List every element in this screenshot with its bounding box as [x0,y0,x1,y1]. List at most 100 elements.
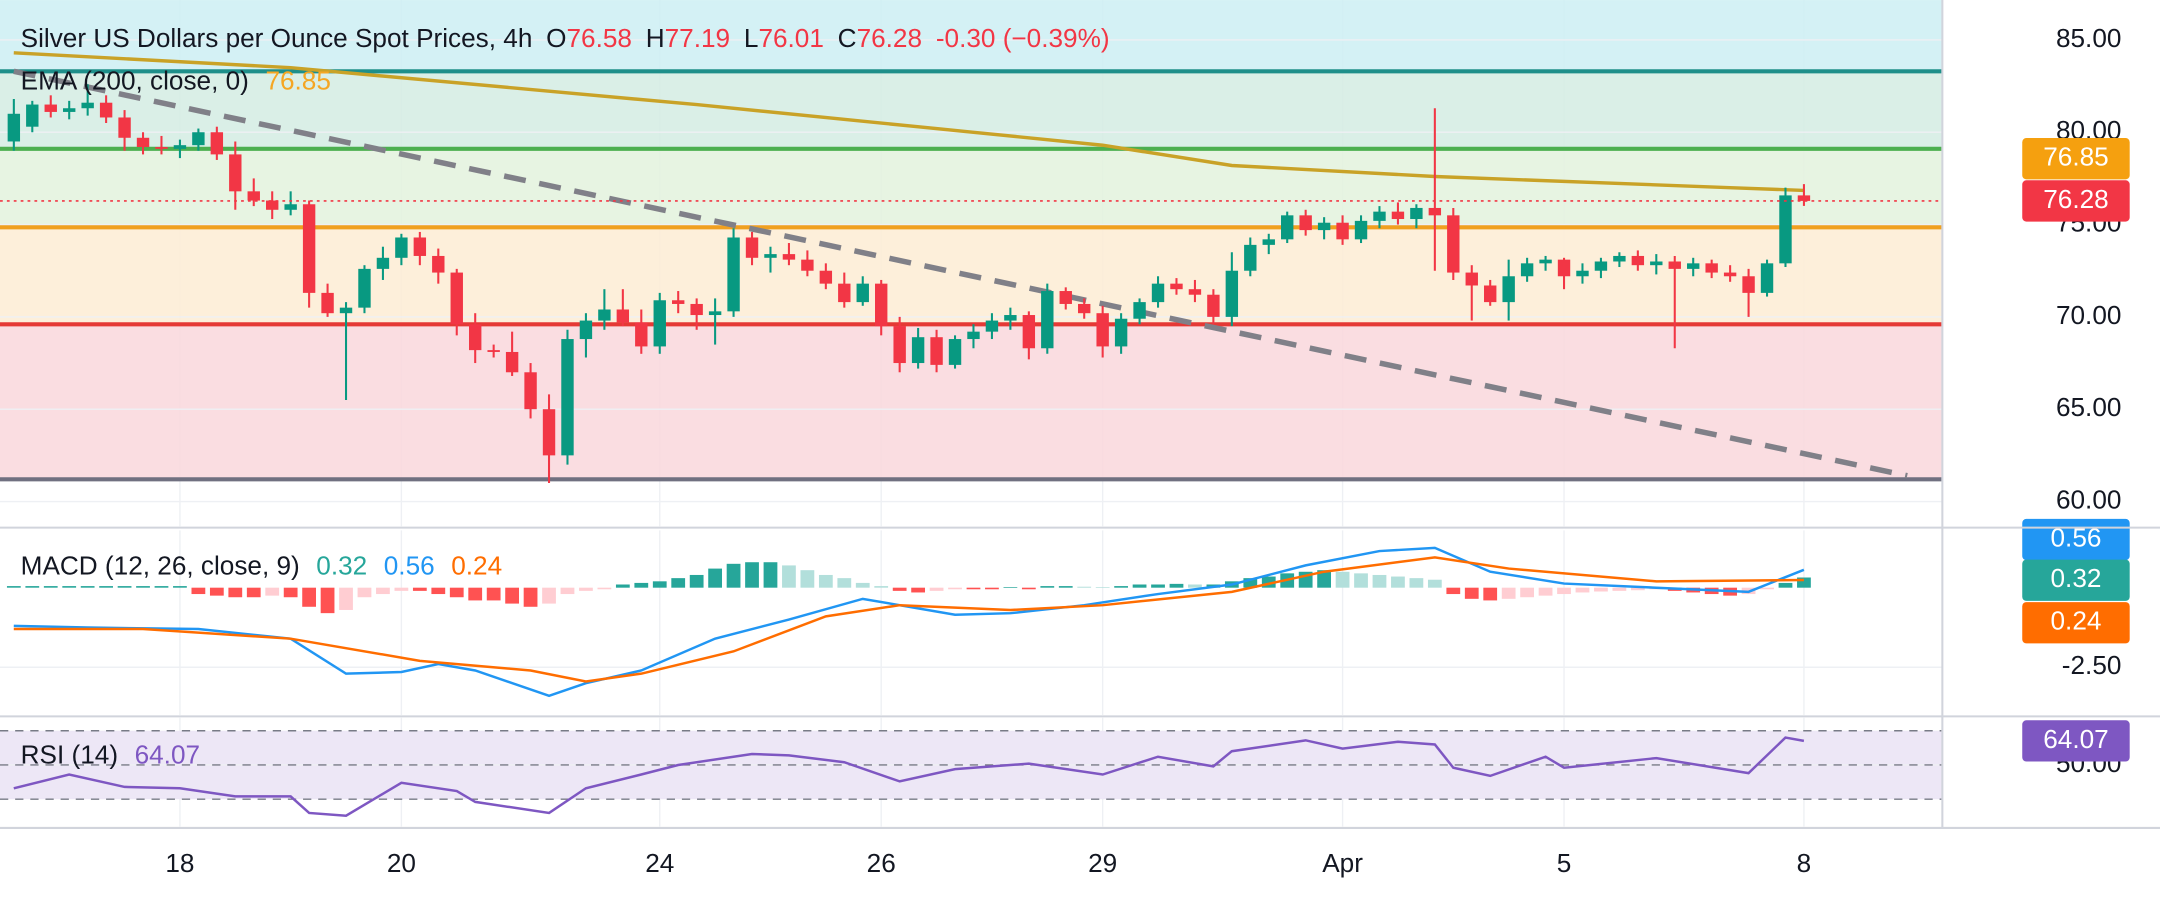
candle-body [136,137,150,148]
candle-body [1225,270,1239,317]
macd-value: 0.56 [384,550,435,580]
histogram-bar [985,587,999,590]
histogram-bar [966,587,981,590]
candle-body [930,337,943,365]
candle-body [561,339,574,456]
histogram-bar [763,562,778,588]
candle-body [1779,195,1792,264]
histogram-bar [1021,587,1036,590]
hist-tag-bg [2022,559,2130,601]
candle-body [155,147,168,149]
histogram-bar [1095,587,1110,588]
candle-body [1742,276,1755,293]
histogram-bar [1538,587,1553,596]
histogram-bar [1612,587,1627,591]
histogram-bar [1427,579,1442,588]
candle-body [819,270,833,284]
histogram-bar [689,574,704,588]
signal-tag: 0.24 [2051,606,2102,636]
histogram-bar [523,587,538,607]
candle-body [302,204,316,293]
macd-hist-value: 0.32 [316,550,367,580]
histogram-bar [1077,586,1092,588]
candle-body [1004,315,1017,321]
candle-body [579,320,593,340]
histogram-bar [1003,587,1018,588]
histogram-bar [246,587,261,598]
hist-tag: 0.32 [2051,563,2102,593]
histogram-bar [25,586,40,588]
candle-body [487,350,500,352]
candle-body [284,204,297,210]
candle-body [192,132,205,146]
histogram-bar [468,587,483,601]
histogram-bar [708,568,723,588]
ema-legend: EMA (200, close, 0) 76.85 [21,66,331,96]
candle-body [1650,261,1663,266]
candle-body [1096,313,1109,347]
candle-body [1262,239,1275,245]
ema-tag-bg [2022,138,2130,180]
ohlc-value: 76.01 [758,23,823,53]
candle-body [911,337,925,364]
histogram-bar [855,582,870,588]
histogram-bar [1040,586,1055,588]
plots: 60.0065.0070.0075.0080.0085.0076.8576.28… [0,0,2160,878]
candle-body [7,113,21,142]
rsi-tag: 64.07 [2043,724,2108,754]
signal-value: 0.24 [451,550,502,580]
candle-body [413,237,427,256]
candle-body [1041,291,1054,349]
candle-body [1391,211,1405,220]
y-tick-label: 65.00 [2056,392,2121,422]
zone [0,148,1943,228]
x-tick-label: 5 [1557,848,1572,878]
candle-body [1705,263,1718,273]
histogram-bar [265,587,280,596]
candle-body [1502,276,1515,303]
histogram-bar [1261,576,1276,588]
candle-body [1022,315,1036,349]
candle-body [1447,215,1460,273]
macd-name: MACD (12, 26, close, 9) [21,550,300,580]
candle-body [63,108,76,112]
histogram-bar [43,586,58,588]
candle-body [1281,215,1294,240]
candle-body [376,257,390,269]
rsi-line [13,736,1805,817]
candle-body [985,320,999,332]
candle-body [1299,215,1312,231]
ohlc-label: H [646,23,665,53]
histogram-bar [505,587,520,604]
ema-name: EMA (200, close, 0) [21,66,249,96]
histogram-bar [1317,570,1332,588]
candle-body [1188,289,1202,295]
candle-body [1207,294,1220,317]
histogram-bar [1630,587,1645,591]
histogram-bar [671,578,686,588]
histogram-bar [542,587,556,604]
histogram-bar [579,587,593,591]
histogram-bar [6,586,21,588]
header: Silver US Dollars per Ounce Spot Prices,… [21,23,1110,53]
ohlc-value: 77.19 [665,23,730,53]
candle-body [1484,285,1497,303]
histogram-bar [1391,576,1405,588]
histogram-bar [892,587,907,591]
candle-body [1336,222,1349,240]
histogram-bar [911,587,926,593]
ohlc-label: O [546,23,566,53]
histogram-bar [117,586,132,588]
candle-body [653,300,666,347]
candle-body [782,254,796,260]
candle-body [708,311,722,316]
candle-body [247,191,260,201]
x-tick-label: 18 [165,848,194,878]
x-tick-label: Apr [1322,848,1363,878]
histogram-bar [726,563,741,588]
histogram-bar [1354,573,1368,588]
macd-legend: MACD (12, 26, close, 9) 0.32 0.56 0.24 [21,550,502,580]
histogram-bar [634,582,649,588]
candle-body [44,104,57,112]
